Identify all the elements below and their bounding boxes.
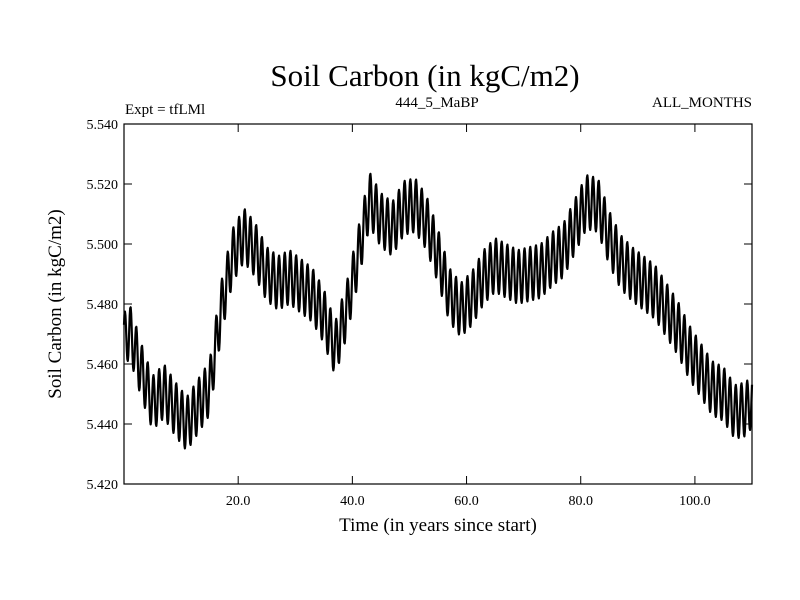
axis-ticks: 5.420 5.440 5.460 5.480 5.500 5.520 5.540 20.0 4…: [87, 118, 752, 509]
chart-title: Soil Carbon (in kgC/m2): [270, 58, 579, 93]
subtitle-center: 444_5_MaBP: [395, 95, 478, 111]
x-axis-label: Time (in years since start): [339, 515, 537, 536]
x-tick-label: 100.0: [679, 494, 711, 509]
y-tick-label: 5.480: [87, 298, 119, 313]
series-line-soil-carbon: [122, 172, 754, 450]
x-tick-label: 40.0: [340, 494, 365, 509]
y-axis-label: Soil Carbon (in kgC/m2): [45, 209, 66, 398]
y-tick-label: 5.460: [87, 358, 119, 373]
x-tick-label: 60.0: [454, 494, 479, 509]
x-tick-label: 80.0: [568, 494, 593, 509]
y-tick-label: 5.540: [87, 118, 119, 133]
y-tick-label: 5.520: [87, 178, 119, 193]
y-tick-label: 5.500: [87, 238, 119, 253]
subtitle-left: Expt = tfLMl: [125, 102, 205, 118]
y-tick-label: 5.440: [87, 418, 119, 433]
x-tick-label: 20.0: [226, 494, 251, 509]
subtitle-right: ALL_MONTHS: [652, 95, 752, 111]
y-tick-label: 5.420: [87, 478, 119, 493]
